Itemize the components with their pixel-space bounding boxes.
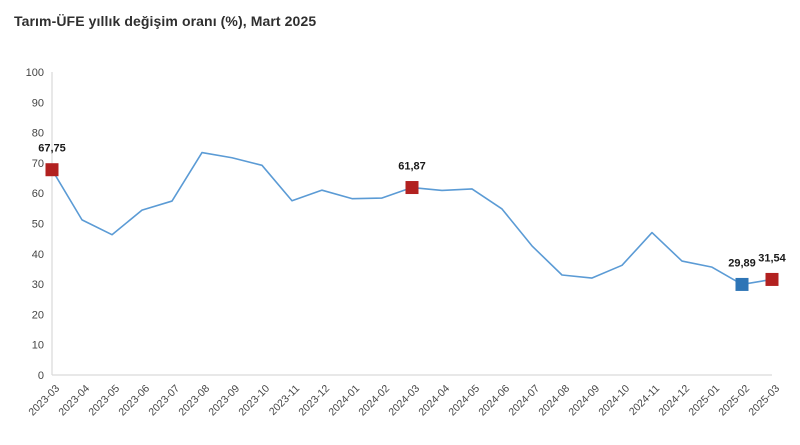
x-axis-tick-label: 2023-04: [56, 383, 92, 419]
x-axis-tick-label: 2024-02: [356, 383, 392, 419]
x-axis-tick-label: 2024-06: [476, 383, 512, 419]
x-axis-tick-label: 2024-07: [506, 383, 542, 419]
y-axis-tick-label: 60: [32, 188, 44, 200]
x-axis-tick-label: 2023-09: [206, 383, 242, 419]
x-axis-tick-label: 2024-10: [596, 383, 632, 419]
data-point-marker: [765, 272, 779, 286]
x-axis-tick-label: 2024-09: [566, 383, 602, 419]
y-axis-tick-label: 100: [26, 67, 44, 79]
data-point-label: 29,89: [728, 257, 756, 269]
data-point-label: 31,54: [758, 252, 786, 264]
x-axis-tick-label: 2025-01: [686, 383, 722, 419]
data-point-label: 67,75: [38, 143, 66, 155]
x-axis-tick-label: 2024-03: [386, 383, 422, 419]
data-point-marker: [405, 181, 419, 195]
data-point-marker: [735, 277, 749, 291]
y-axis-tick-label: 80: [32, 128, 44, 140]
x-axis-tick-label: 2023-07: [146, 383, 182, 419]
data-point-marker: [45, 163, 59, 177]
x-axis-tick-label: 2024-11: [627, 383, 662, 418]
x-axis-tick-label: 2024-05: [446, 383, 482, 419]
x-axis-tick-label: 2025-03: [746, 383, 782, 419]
x-axis-tick-label: 2023-06: [116, 383, 152, 419]
y-axis-tick-label: 70: [32, 158, 44, 170]
y-axis-tick-label: 90: [32, 97, 44, 109]
x-axis-tick-label: 2023-05: [86, 383, 122, 419]
x-axis-tick-label: 2023-12: [296, 383, 332, 419]
data-point-label: 61,87: [398, 161, 426, 173]
y-axis-tick-label: 0: [38, 370, 44, 382]
y-axis-tick-label: 20: [32, 309, 44, 321]
x-axis-tick-label: 2024-12: [656, 383, 692, 419]
x-axis-tick-label: 2023-08: [176, 383, 212, 419]
y-axis-tick-label: 30: [32, 279, 44, 291]
x-axis-tick-label: 2023-10: [236, 383, 272, 419]
x-axis-tick-label: 2023-03: [26, 383, 62, 419]
x-axis-tick-label: 2023-11: [267, 383, 302, 418]
chart-title: Tarım-ÜFE yıllık değişim oranı (%), Mart…: [14, 13, 317, 29]
x-axis-tick-label: 2024-08: [536, 383, 572, 419]
y-axis-tick-label: 50: [32, 219, 44, 231]
x-axis-tick-label: 2024-01: [326, 383, 362, 419]
x-axis-tick-label: 2025-02: [716, 383, 752, 419]
x-axis-tick-label: 2024-04: [416, 383, 452, 419]
y-axis-tick-label: 40: [32, 249, 44, 261]
y-axis-tick-label: 10: [32, 340, 44, 352]
